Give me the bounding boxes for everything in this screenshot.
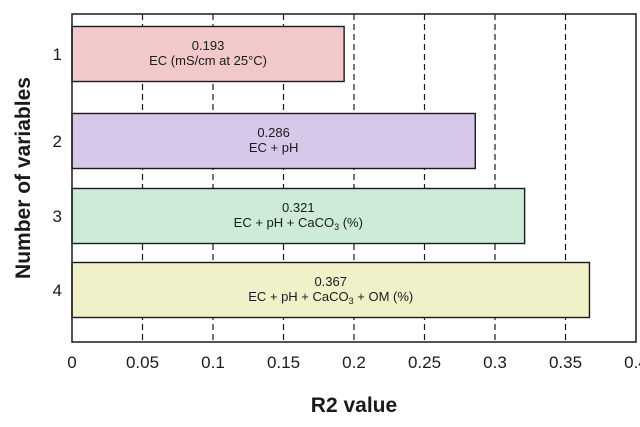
y-tick-labels: 1 2 3 4 [53,45,62,300]
bar-value-label: 0.367 [314,274,347,289]
bar-value-label: 0.321 [282,200,315,215]
bar [71,187,526,245]
x-tick-label: 0.4 [624,353,640,372]
bar-value-label: 0.286 [257,125,290,140]
y-tick-label: 1 [53,45,62,64]
x-tick-labels: 0 0.05 0.1 0.15 0.2 0.25 0.3 0.35 0.4 [67,353,640,372]
y-tick-label: 2 [53,132,62,151]
y-axis-title: Number of variables [12,77,35,279]
x-tick-label: 0 [67,353,76,372]
y-tick-label: 3 [53,207,62,226]
y-tick-label: 4 [53,281,62,300]
bar-value-label: 0.193 [192,38,225,53]
x-tick-label: 0.05 [126,353,159,372]
x-tick-label: 0.35 [549,353,582,372]
bar-description-label: EC + pH + CaCO3 + OM (%) [248,289,413,306]
x-axis-title: R2 value [311,394,397,417]
bar [71,112,476,170]
bar-description-label: EC (mS/cm at 25°C) [149,53,267,68]
x-tick-label: 0.25 [408,353,441,372]
x-tick-label: 0.2 [342,353,366,372]
x-tick-label: 0.15 [267,353,300,372]
x-tick-label: 0.1 [201,353,225,372]
bar-description-label: EC + pH + CaCO3 (%) [234,215,363,232]
axes [71,13,637,343]
x-tick-label: 0.3 [483,353,507,372]
plot-frame [71,13,637,343]
bar-description-label: EC + pH [249,140,299,155]
